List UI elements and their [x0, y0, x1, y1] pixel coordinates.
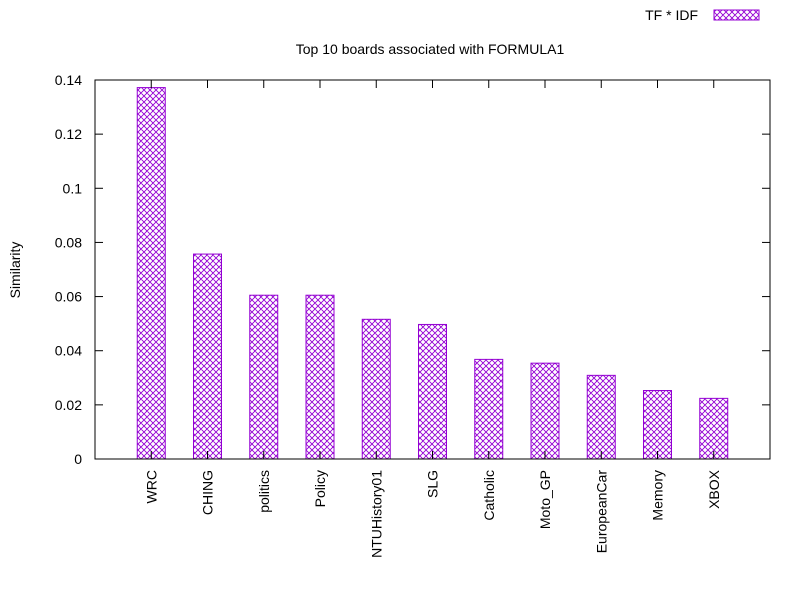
legend-label: TF * IDF — [645, 7, 698, 23]
bars-group — [136, 87, 729, 460]
x-tick-label: XBOX — [706, 469, 722, 509]
y-tick-label: 0.04 — [55, 343, 82, 359]
y-tick-label: 0.06 — [55, 289, 82, 305]
x-tick-label: CHING — [200, 470, 216, 515]
bar-slg — [418, 323, 447, 460]
bar-policy — [305, 294, 335, 460]
x-tick-label: Policy — [312, 470, 328, 507]
y-tick-label: 0.02 — [55, 397, 82, 413]
x-tick-label: SLG — [425, 470, 441, 498]
y-tick-label: 0.14 — [55, 72, 82, 88]
x-tick-label: Catholic — [481, 470, 497, 521]
y-tick-label: 0 — [74, 451, 82, 467]
bar-catholic — [474, 358, 504, 460]
y-tick-label: 0.1 — [63, 180, 83, 196]
x-tick-label: Memory — [650, 470, 666, 521]
chart-title: Top 10 boards associated with FORMULA1 — [296, 41, 565, 57]
legend: TF * IDF — [645, 7, 760, 23]
x-tick-label: NTUHistory01 — [368, 470, 384, 558]
x-tick-label: EuropeanCar — [593, 470, 609, 554]
bar-politics — [249, 294, 279, 460]
plot-frame — [94, 79, 771, 460]
x-tick-label: WRC — [143, 470, 159, 503]
y-axis-label: Similarity — [7, 242, 23, 299]
bar-ching — [193, 253, 222, 460]
bar-wrc — [136, 87, 166, 460]
y-ticks-group: 0 0.02 0.04 0.06 0.08 0.1 0.12 0.14 — [55, 72, 770, 467]
bar-moto-gp — [530, 362, 560, 460]
x-ticks-group: WRC CHING politics Policy NTUHistory01 SLG Cat… — [143, 80, 722, 558]
y-tick-label: 0.12 — [55, 126, 82, 142]
y-tick-label: 0.08 — [55, 234, 82, 250]
bar-xbox — [699, 397, 729, 460]
legend-swatch — [713, 9, 760, 21]
x-tick-label: politics — [256, 470, 272, 513]
x-tick-label: Moto_GP — [537, 470, 553, 529]
bar-europeancar — [586, 374, 616, 460]
bar-memory — [643, 390, 672, 460]
bar-ntuhistory01 — [361, 318, 391, 460]
